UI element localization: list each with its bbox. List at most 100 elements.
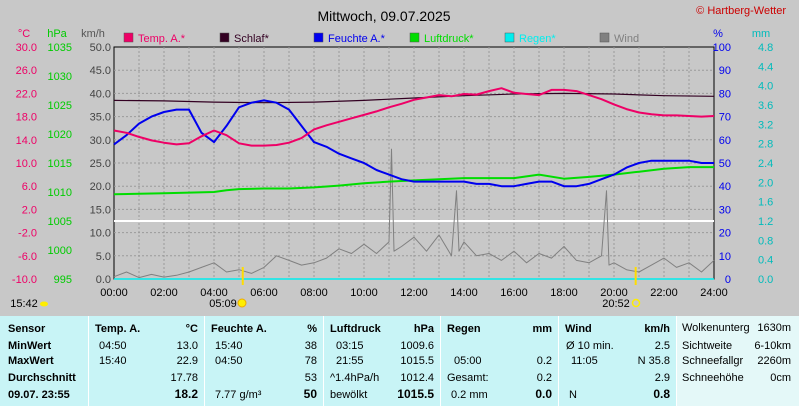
pct-tick-label: 0	[725, 274, 731, 286]
temp-unit: °C	[185, 323, 198, 335]
regen-header: Regen	[447, 323, 481, 335]
hpa-tick-label: 1020	[48, 129, 72, 141]
pct-tick-label: 70	[719, 112, 731, 124]
kmh-tick-label: 35.0	[90, 112, 111, 124]
kmh-tick-label: 5.0	[96, 251, 111, 263]
x-tick-label: 08:00	[300, 287, 328, 299]
luftdruck-max: 1015.5	[400, 355, 434, 367]
pct-tick-label: 100	[713, 42, 731, 54]
kmh-tick-label: 25.0	[90, 158, 111, 170]
regen-total: 0.2	[536, 372, 552, 384]
temp-min: 13.0	[176, 340, 198, 352]
mm-tick-label: 0.4	[758, 255, 773, 267]
luftdruck-trend-label: ^1.4hPa/h	[330, 372, 380, 384]
x-tick-label: 24:00	[700, 287, 728, 299]
hpa-tick-label: 1000	[48, 245, 72, 257]
regen-total-label: Gesamt:	[447, 372, 489, 384]
stats-panel: Sensor MinWert MaxWert Durchschnitt 09.0…	[0, 316, 799, 406]
feuchte-absolute: 7.77 g/m³	[215, 389, 262, 401]
x-tick-label: 02:00	[150, 287, 178, 299]
wind-current: 0.8	[653, 387, 670, 401]
regen-max: 0.2	[536, 355, 552, 367]
sky-condition: bewölkt	[330, 389, 368, 401]
hpa-tick-label: 1015	[48, 158, 72, 170]
kmh-tick-label: 40.0	[90, 88, 111, 100]
mm-tick-label: 1.6	[758, 197, 773, 209]
legend-swatch	[599, 32, 610, 43]
wind-avg-label: Ø 10 min.	[566, 340, 614, 352]
x-tick-label: 10:00	[350, 287, 378, 299]
legend: Temp. A.* Schlaf* Feuchte A.* Luftdruck* Reg…	[123, 32, 639, 45]
luftdruck-trend-value: 1012.4	[400, 372, 434, 384]
wolken-label-0: Wolkenunterg	[682, 322, 750, 334]
kmh-tick-label: 0.0	[96, 274, 111, 286]
pct-tick-label: 90	[719, 65, 731, 77]
x-tick-label: 18:00	[550, 287, 578, 299]
series-temp-a	[113, 87, 715, 147]
x-tick-label: 12:00	[400, 287, 428, 299]
col-wolken: Wolkenunterg 1630m Sichtweite 6-10km Sch…	[677, 316, 799, 406]
temp-header: Temp. A.	[95, 323, 141, 335]
temp-tick-label: -2.0	[18, 228, 37, 240]
wolken-value-1: 6-10km	[754, 340, 791, 352]
col-wind: Wind km/h Ø 10 min. 2.5 11:05 N 35.8 2.9…	[559, 316, 676, 406]
pct-tick-label: 80	[719, 88, 731, 100]
sun-markers: 05:09 20:52 15:42	[10, 267, 641, 310]
kmh-axis-unit: km/h	[81, 28, 105, 40]
x-tick-label: 00:00	[100, 287, 128, 299]
mm-tick-label: 0.8	[758, 235, 773, 247]
temp-tick-label: -6.0	[18, 251, 37, 263]
hpa-tick-label: 995	[54, 274, 72, 286]
temp-min-time: 04:50	[99, 340, 127, 352]
sunset-label: 20:52	[602, 298, 630, 310]
legend-swatch	[123, 32, 134, 43]
x-tick-label: 16:00	[500, 287, 528, 299]
pct-tick-label: 20	[719, 228, 731, 240]
feuchte-max-time: 04:50	[215, 355, 243, 367]
luftdruck-max-time: 21:55	[336, 355, 364, 367]
legend-label: Regen*	[519, 33, 556, 45]
series-luftdruck	[113, 166, 714, 196]
feuchte-avg: 53	[304, 372, 317, 384]
hpa-tick-label: 1035	[48, 42, 72, 54]
pct-tick-label: 50	[719, 158, 731, 170]
mm-tick-label: 2.4	[758, 158, 773, 170]
pct-tick-label: 10	[719, 251, 731, 263]
feuchte-current: 50	[303, 387, 317, 401]
feuchte-min-time: 15:40	[215, 340, 243, 352]
col-temp: Temp. A. °C 04:50 13.0 15:40 22.9 17.78 …	[89, 316, 204, 406]
feuchte-header: Feuchte A.	[211, 323, 267, 335]
legend-swatch	[313, 32, 324, 43]
wolken-value-0: 1630m	[757, 322, 791, 334]
luftdruck-min: 1009.6	[400, 340, 434, 352]
x-tick-label: 04:00	[200, 287, 228, 299]
legend-label: Wind	[614, 33, 639, 45]
col-luftdruck: Luftdruck hPa 03:15 1009.6 21:55 1015.5 …	[324, 316, 440, 406]
hpa-tick-label: 1025	[48, 100, 72, 112]
chart-title: Mittwoch, 09.07.2025	[317, 8, 450, 24]
temp-tick-label: 22.0	[16, 88, 37, 100]
weather-chart: Mittwoch, 09.07.2025 © Hartberg-Wetter T…	[10, 5, 786, 310]
regen-current: 0.0	[535, 387, 552, 401]
hpa-axis-unit: hPa	[47, 28, 67, 40]
legend-swatch	[504, 32, 515, 43]
col-regen: Regen mm 05:00 0.2 Gesamt: 0.2 0.2 mm 0.…	[441, 316, 558, 406]
luftdruck-unit: hPa	[413, 323, 434, 335]
temp-tick-label: 14.0	[16, 135, 37, 147]
kmh-tick-label: 50.0	[90, 42, 111, 54]
temp-avg: 17.78	[170, 372, 198, 384]
mm-axis-unit: mm	[752, 28, 770, 40]
sensor-header: Sensor	[8, 323, 46, 335]
temp-max: 22.9	[176, 355, 198, 367]
temp-tick-label: 10.0	[16, 158, 37, 170]
temp-tick-label: 18.0	[16, 112, 37, 124]
wolken-label-3: Schneehöhe	[682, 372, 744, 384]
wolken-label-1: Sichtweite	[682, 340, 733, 352]
wind-unit: km/h	[644, 323, 670, 335]
series-feuchte-a	[113, 99, 714, 188]
series-group	[113, 87, 715, 280]
mm-tick-label: 3.2	[758, 119, 773, 131]
temp-axis-unit: °C	[18, 28, 30, 40]
copyright-label[interactable]: © Hartberg-Wetter	[696, 5, 786, 17]
wolken-value-2: 2260m	[757, 355, 791, 367]
